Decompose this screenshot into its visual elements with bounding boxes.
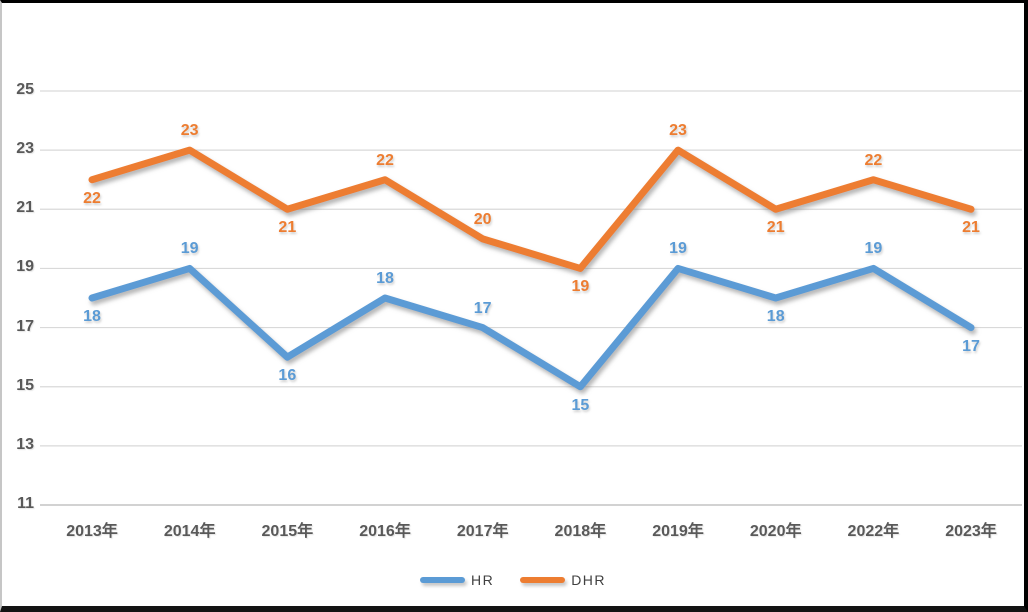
data-label-hr-2018年: 15 <box>571 396 590 414</box>
plot-area-svg <box>40 90 1022 506</box>
data-label-dhr-2020年: 21 <box>766 219 785 237</box>
x-tick-label: 2020年 <box>749 523 802 540</box>
data-label-hr-2020年: 18 <box>766 308 785 325</box>
data-label-hr-2022年: 19 <box>864 240 883 258</box>
x-tick-label: 2016年 <box>359 523 411 540</box>
y-tick-label: 23 <box>16 140 34 158</box>
x-tick-label: 2018年 <box>554 523 607 540</box>
y-tick-label: 13 <box>16 435 34 453</box>
legend-line-marker-dhr <box>520 577 566 583</box>
legend-label: HR <box>470 572 495 588</box>
y-tick-label: 11 <box>17 495 34 512</box>
data-label-hr-2023年: 17 <box>962 337 980 355</box>
y-tick-label: 17 <box>16 317 34 335</box>
legend-item-hr: HR <box>419 572 495 588</box>
data-label-hr-2013年: 18 <box>83 308 101 325</box>
data-label-hr-2016年: 18 <box>376 270 394 287</box>
legend-item-dhr: DHR <box>520 572 606 588</box>
data-label-dhr-2019年: 23 <box>669 122 687 140</box>
x-tick-label: 2022年 <box>847 523 900 540</box>
legend: HR DHR <box>2 572 1024 588</box>
data-label-dhr-2023年: 21 <box>962 219 980 237</box>
data-label-hr-2019年: 19 <box>669 240 687 258</box>
data-label-dhr-2016年: 22 <box>376 151 394 169</box>
x-tick-label: 2014年 <box>163 523 216 540</box>
data-label-hr-2014年: 19 <box>180 240 199 258</box>
data-label-dhr-2018年: 19 <box>571 278 590 296</box>
series-lines <box>88 146 975 391</box>
y-tick-label: 25 <box>16 81 34 98</box>
legend-label: DHR <box>571 572 607 588</box>
legend-line-marker-hr <box>419 577 465 583</box>
x-tick-label: 2015年 <box>261 523 314 540</box>
data-label-dhr-2014年: 23 <box>180 122 199 140</box>
y-tick-label: 21 <box>16 199 34 217</box>
data-label-hr-2017年: 17 <box>473 299 492 317</box>
gridlines <box>40 90 1022 506</box>
x-tick-label: 2017年 <box>456 523 509 540</box>
line-chart: 25 23 21 19 17 15 13 11 2013年 2014年 2015年 2016年 201… <box>2 3 1024 606</box>
y-tick-label: 19 <box>16 258 34 276</box>
x-tick-label: 2023年 <box>945 523 997 540</box>
data-label-dhr-2022年: 22 <box>864 151 883 169</box>
data-label-dhr-2017年: 20 <box>473 210 492 228</box>
x-tick-label: 2013年 <box>66 523 118 540</box>
series-line-hr <box>88 264 975 391</box>
data-label-hr-2015年: 16 <box>278 367 297 385</box>
data-label-dhr-2013年: 22 <box>83 189 101 207</box>
series-line-dhr <box>88 146 975 272</box>
x-tick-label: 2019年 <box>652 523 704 540</box>
y-tick-label: 15 <box>16 376 34 394</box>
data-label-dhr-2015年: 21 <box>278 219 297 237</box>
